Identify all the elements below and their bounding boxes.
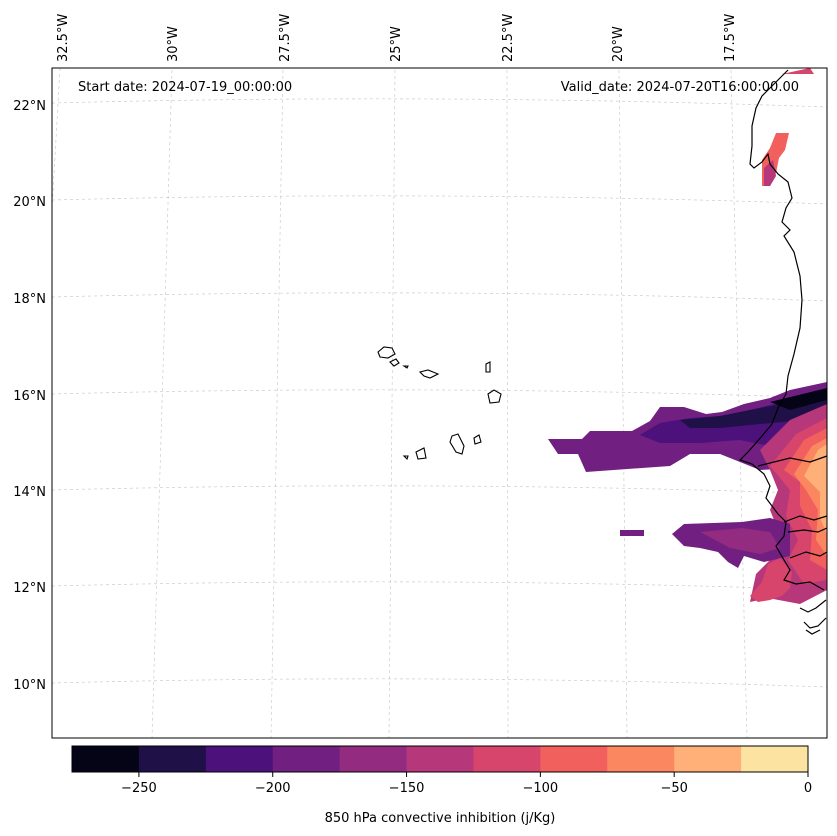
colorbar-tick-label: −200	[255, 781, 291, 796]
colorbar-swatch	[406, 746, 474, 772]
latitude-label: 20°N	[13, 195, 46, 210]
cin-patch-south-west	[620, 530, 644, 536]
parallel-10n	[51, 678, 828, 688]
colorbar-tick-label: −100	[523, 781, 559, 796]
border-senegal-mauritania	[757, 455, 828, 467]
cin-patch-guinea-bissau	[750, 558, 792, 602]
coastlines	[738, 69, 828, 635]
latitude-label: 10°N	[13, 678, 46, 693]
colorbar-tick-label: 0	[804, 781, 812, 796]
cin-contours	[548, 68, 827, 604]
island-santiago	[449, 433, 465, 455]
cin-patch-mauritania-inner	[764, 160, 776, 186]
coast-bijagos-c	[805, 629, 821, 635]
island-santo-antao	[377, 346, 396, 359]
parallel-18n	[51, 292, 828, 302]
island-boa-vista	[487, 389, 502, 404]
cin-band-north-core	[770, 388, 827, 410]
longitude-labels: 32.5°W 30°W 27.5°W 25°W 22.5°W 20°W 17.5°W	[56, 14, 738, 62]
parallel-20n	[51, 195, 828, 205]
parallel-14n	[51, 485, 828, 495]
island-sal	[485, 361, 491, 373]
colorbar-swatch	[607, 746, 675, 772]
island-fogo	[415, 447, 427, 460]
latitude-label: 22°N	[13, 99, 46, 114]
colorbar-swatch	[72, 746, 140, 772]
border-guinea-bissau	[789, 551, 828, 559]
colorbar-tick-label: −250	[121, 781, 157, 796]
longitude-label: 20°W	[611, 26, 626, 62]
colorbar-swatch	[540, 746, 608, 772]
colorbar-swatch	[473, 746, 541, 772]
parallel-12n	[51, 581, 828, 591]
border-gambia-south	[787, 527, 828, 533]
cape-verde-islands	[377, 346, 502, 461]
island-maio	[473, 434, 482, 445]
gridlines	[51, 67, 828, 739]
parallel-22n	[51, 98, 828, 108]
colorbar-swatch	[674, 746, 742, 772]
latitude-labels: 22°N 20°N 18°N 16°N 14°N 12°N 10°N	[13, 99, 46, 693]
map-panel	[52, 68, 827, 738]
island-sao-nicolau	[418, 369, 440, 379]
colorbar-label: 850 hPa convective inhibition (j/Kg)	[325, 811, 556, 826]
cin-land-ring5	[804, 444, 827, 534]
latitude-label: 14°N	[13, 485, 46, 500]
colorbar-swatch	[741, 746, 809, 772]
longitude-label: 17.5°W	[723, 14, 738, 62]
parallel-16n	[51, 389, 828, 399]
latitude-label: 12°N	[13, 581, 46, 596]
longitude-label: 25°W	[389, 26, 404, 62]
longitude-label: 32.5°W	[56, 14, 71, 62]
coast-mauritania	[749, 69, 803, 395]
colorbar-frame	[71, 745, 809, 773]
cin-band-south-inner	[700, 528, 780, 554]
colorbar: −250 −200 −150 −100 −50 0	[71, 745, 812, 796]
longitude-label: 30°W	[166, 26, 181, 62]
start-date-label: Start date: 2024-07-19_00:00:00	[78, 80, 292, 95]
colorbar-swatch	[339, 746, 408, 772]
longitude-label: 22.5°W	[501, 14, 516, 62]
colorbar-tick-label: −150	[389, 781, 425, 796]
latitude-label: 18°N	[13, 292, 46, 307]
coast-bijagos-a	[799, 599, 827, 613]
island-sao-vicente	[389, 358, 400, 367]
map-frame	[51, 67, 828, 739]
island-brava	[402, 455, 409, 461]
valid-date-label: Valid_date: 2024-07-20T16:00:00.00	[561, 80, 799, 95]
cin-patch-north-top	[782, 68, 814, 74]
coast-senegal	[738, 393, 825, 591]
colorbar-tick-label: −50	[660, 781, 687, 796]
colorbar-swatch	[205, 746, 274, 772]
colorbar-swatch	[272, 746, 341, 772]
coast-bijagos-b	[803, 617, 827, 629]
border-gambia-north	[783, 515, 828, 523]
island-santa-luzia	[402, 365, 409, 369]
longitude-label: 27.5°W	[278, 14, 293, 62]
colorbar-swatch	[138, 746, 207, 772]
latitude-label: 16°N	[13, 389, 46, 404]
